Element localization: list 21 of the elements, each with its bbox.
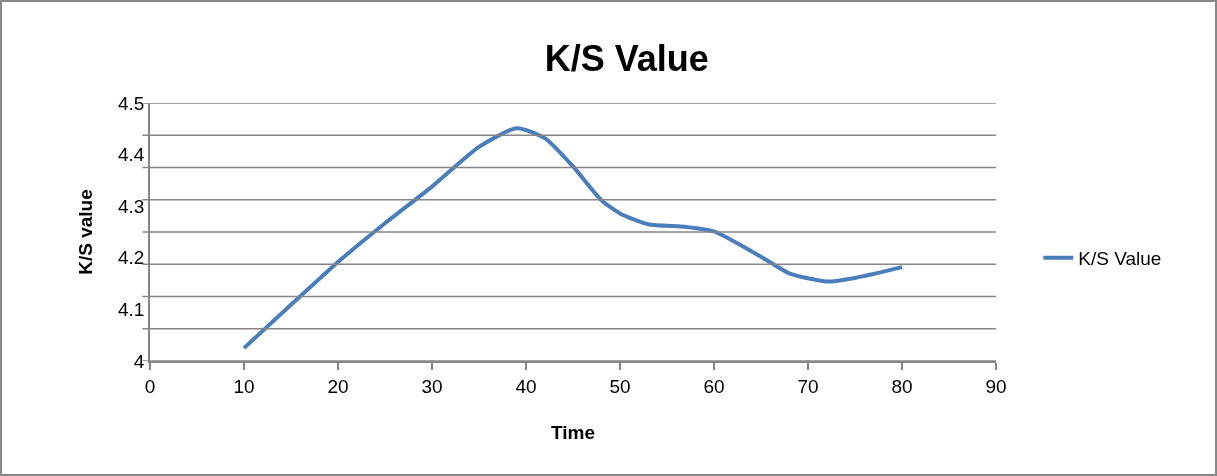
y-tick-label: 4.4 bbox=[118, 144, 145, 166]
y-tick-label: 4.3 bbox=[118, 195, 145, 217]
x-tick-label: 0 bbox=[144, 375, 156, 397]
x-tick-label: 20 bbox=[327, 375, 349, 397]
x-axis-title: Time bbox=[550, 421, 596, 443]
y-tick-label: 4.5 bbox=[118, 92, 145, 114]
y-tick-label: 4.1 bbox=[118, 299, 145, 321]
x-tick-label: 90 bbox=[985, 375, 1007, 397]
x-tick-label: 30 bbox=[421, 375, 443, 397]
x-tick-label: 80 bbox=[891, 375, 913, 397]
x-tick-label: 60 bbox=[703, 375, 725, 397]
y-tick-label: 4 bbox=[133, 350, 145, 372]
line-series bbox=[242, 126, 904, 351]
x-tick-label: 70 bbox=[797, 375, 819, 397]
y-axis-title: K/S value bbox=[75, 189, 97, 275]
x-tick-label: 10 bbox=[233, 375, 255, 397]
legend-label: K/S Value bbox=[1078, 248, 1162, 270]
x-tick-label: 40 bbox=[515, 375, 537, 397]
x-tick-label: 50 bbox=[609, 375, 631, 397]
chart-title: K/S Value bbox=[544, 38, 709, 80]
y-tick-label: 4.2 bbox=[118, 247, 145, 269]
